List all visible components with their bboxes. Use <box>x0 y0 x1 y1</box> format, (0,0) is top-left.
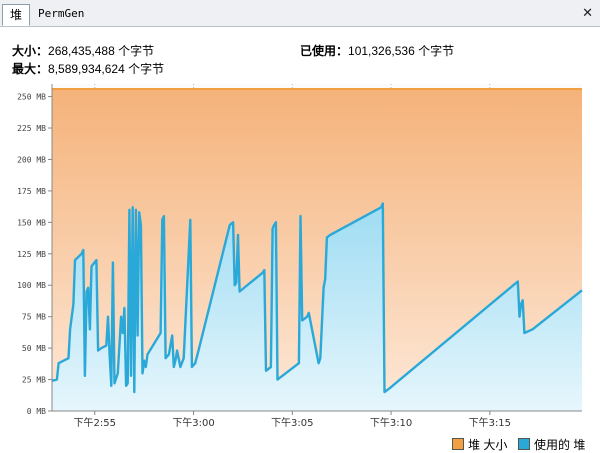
heap-used-value: 101,326,536 个字节 <box>348 44 455 58</box>
y-tick-label: 125 MB <box>17 250 46 259</box>
close-icon[interactable]: ✕ <box>582 5 593 20</box>
series-layer <box>51 88 583 412</box>
y-tick-label: 50 MB <box>22 344 46 353</box>
heap-size-label: 大小： <box>12 44 49 58</box>
x-tick-label: 下午3:05 <box>271 416 313 429</box>
x-tick-label: 下午3:10 <box>370 416 412 429</box>
heap-max-value: 8,589,934,624 个字节 <box>48 62 165 76</box>
tab-bar: 堆 PermGen ✕ <box>0 0 600 27</box>
y-tick-label: 175 MB <box>17 187 46 196</box>
legend-swatch-heap-size <box>452 438 464 450</box>
used-heap-line <box>51 202 583 394</box>
heap-max-label: 最大： <box>12 62 49 76</box>
legend-used-heap: 使用的 堆 <box>518 436 585 453</box>
heap-size-stat: 大小：268,435,488 个字节 <box>12 42 154 59</box>
heap-used-stat: 已使用：101,326,536 个字节 <box>300 42 454 59</box>
axes: 0 MB 25 MB 50 MB 75 MB 100 MB 125 MB 150 MB 175… <box>17 84 582 429</box>
y-tick-label: 25 MB <box>22 376 46 385</box>
x-tick-label: 下午3:15 <box>469 416 511 429</box>
x-tick-label: 下午3:00 <box>172 416 214 429</box>
y-tick-label: 225 MB <box>17 124 46 133</box>
y-tick-label: 150 MB <box>17 218 46 227</box>
legend-heap-size: 堆 大小 <box>452 436 507 453</box>
legend-swatch-used-heap <box>518 438 530 450</box>
y-tick-label: 75 MB <box>22 313 46 322</box>
tab-heap[interactable]: 堆 <box>2 4 30 26</box>
heap-used-label: 已使用： <box>300 44 349 58</box>
y-tick-label: 100 MB <box>17 281 46 290</box>
legend-label-used-heap: 使用的 堆 <box>534 438 586 452</box>
tab-permgen[interactable]: PermGen <box>38 7 85 20</box>
y-tick-label: 250 MB <box>17 93 46 102</box>
y-tick-label: 0 MB <box>27 407 46 416</box>
heap-chart: 0 MB 25 MB 50 MB 75 MB 100 MB 125 MB 150 MB 175… <box>17 84 583 429</box>
heap-size-value: 268,435,488 个字节 <box>48 44 155 58</box>
legend-label-heap-size: 堆 大小 <box>468 438 508 452</box>
y-tick-label: 200 MB <box>17 155 46 164</box>
heap-max-stat: 最大：8,589,934,624 个字节 <box>12 60 164 77</box>
x-tick-label: 下午2:55 <box>74 416 116 429</box>
